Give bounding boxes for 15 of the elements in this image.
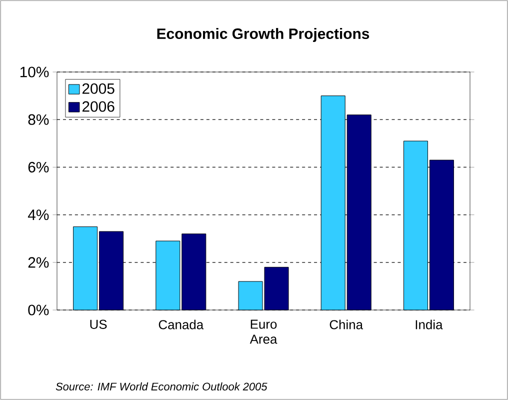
legend-label: 2005 <box>82 83 114 94</box>
y-tick-label: 10% <box>20 66 49 78</box>
x-tick-label: China <box>330 320 364 330</box>
x-tick-label: US <box>90 320 107 329</box>
y-tick-label: 2% <box>28 257 49 268</box>
y-tick-label: 0% <box>28 304 49 316</box>
y-tick-label: 6% <box>28 162 49 172</box>
y-tick-label: 4% <box>28 210 49 220</box>
source-note: Source: IMF World Economic Outlook 2005 <box>56 382 268 390</box>
chart-title: Economic Growth Projections <box>157 28 370 42</box>
legend-label: 2006 <box>82 101 114 112</box>
x-tick-label: India <box>416 320 443 330</box>
y-tick-label: 8% <box>28 114 49 125</box>
x-tick-label: Euro Area <box>250 320 278 344</box>
x-tick-label: Canada <box>158 320 204 330</box>
